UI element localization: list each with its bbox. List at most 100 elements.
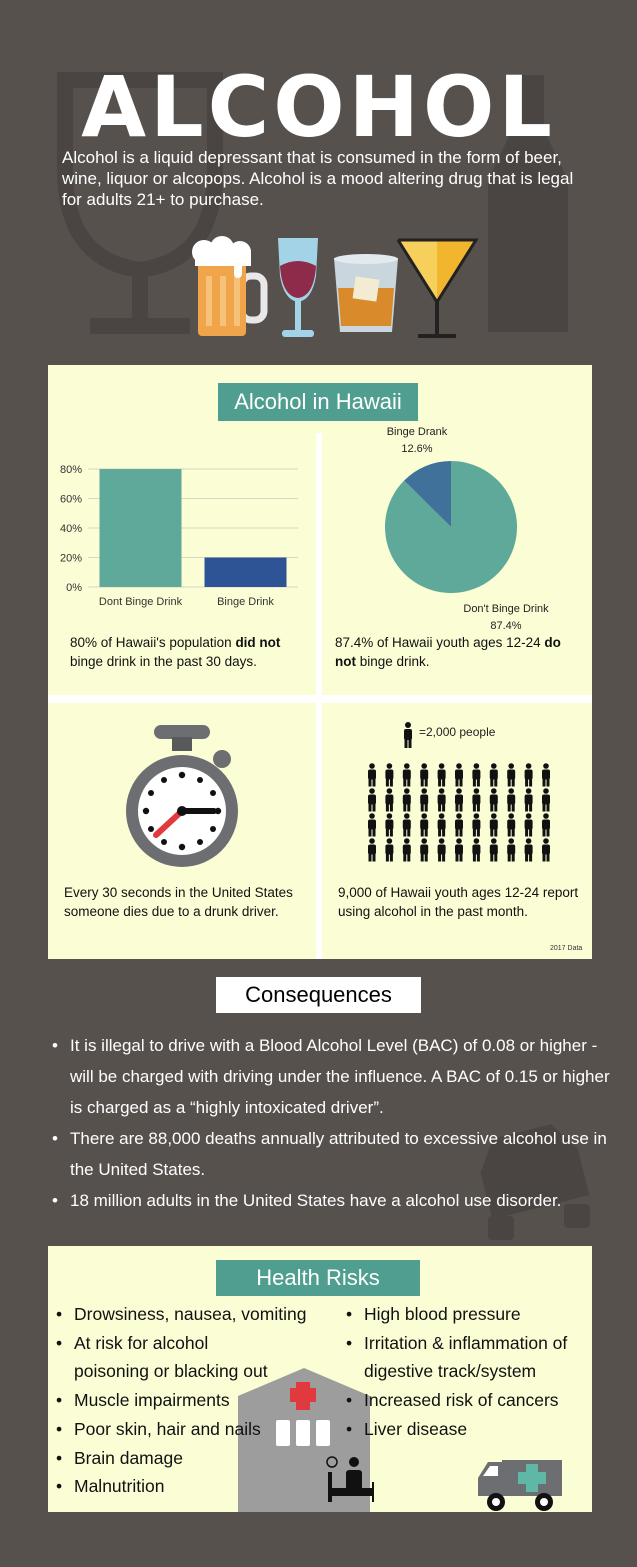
list-item: Muscle impairments: [54, 1386, 324, 1415]
person-icon: [420, 813, 429, 837]
horizontal-divider: [48, 695, 592, 703]
list-item: 18 million adults in the United States h…: [50, 1185, 610, 1216]
hawaii-heading: Alcohol in Hawaii: [218, 383, 418, 421]
person-icon: [472, 763, 481, 787]
person-icon: [420, 838, 429, 862]
person-icon: [402, 763, 411, 787]
person-icon: [489, 838, 498, 862]
health-panel: Health Risks Drowsiness, nausea, vomitin…: [48, 1246, 592, 1512]
person-icon: [542, 838, 550, 862]
person-icon: [404, 722, 412, 748]
person-icon: [489, 763, 498, 787]
ambulance-icon: [478, 1460, 562, 1511]
bar-chart: 0% 20% 40% 60% 80% Dont Binge Drink Binge Drin…: [60, 464, 298, 608]
pie-slice: [385, 461, 517, 593]
person-icon: [507, 838, 516, 862]
x-tick-label: Binge Drink: [217, 596, 274, 608]
list-item: Poor skin, hair and nails: [54, 1415, 324, 1444]
list-item: Increased risk of cancers: [344, 1386, 590, 1415]
person-icon: [402, 838, 411, 862]
person-icon: [455, 813, 463, 837]
list-item: Brain damage: [54, 1444, 324, 1473]
person-icon: [489, 788, 498, 812]
pie-label: Binge Drank: [387, 426, 448, 438]
person-icon: [385, 813, 394, 837]
whiskey-glass-icon: [334, 254, 398, 332]
beer-mug-icon: [192, 236, 268, 336]
person-icon: [437, 788, 446, 812]
people-legend: =2,000 people: [419, 725, 496, 739]
person-icon: [368, 763, 376, 787]
consequences-heading: Consequences: [216, 977, 421, 1013]
person-icon: [524, 788, 533, 812]
person-icon: [455, 763, 463, 787]
y-tick-label: 60%: [60, 494, 82, 506]
person-icon: [420, 763, 429, 787]
bar: [99, 469, 182, 587]
person-icon: [455, 838, 463, 862]
pie-value-label: 87.4%: [490, 620, 521, 632]
list-item: It is illegal to drive with a Blood Alco…: [50, 1030, 610, 1123]
y-tick-label: 80%: [60, 464, 82, 476]
person-icon: [402, 788, 411, 812]
pie-caption-bold-2: not: [335, 654, 356, 669]
person-icon: [368, 838, 376, 862]
person-icon: [472, 788, 481, 812]
martini-icon: [396, 238, 479, 338]
people-grid: [368, 763, 550, 862]
person-icon: [385, 763, 394, 787]
person-icon: [437, 763, 446, 787]
person-icon: [507, 788, 516, 812]
health-heading: Health Risks: [216, 1260, 420, 1296]
pie-label: Don't Binge Drink: [463, 603, 549, 615]
stopwatch-icon: [126, 725, 238, 867]
page-title: ALCOHOL: [81, 58, 556, 156]
person-icon: [437, 813, 446, 837]
list-item: Malnutrition: [54, 1472, 324, 1501]
person-icon: [542, 813, 550, 837]
wine-icon: [278, 238, 318, 337]
intro-text: Alcohol is a liquid depressant that is c…: [62, 148, 574, 209]
y-tick-label: 0%: [66, 582, 82, 594]
person-icon: [437, 838, 446, 862]
x-tick-label: Dont Binge Drink: [99, 596, 183, 608]
person-icon: [455, 788, 463, 812]
person-icon: [507, 813, 516, 837]
bottle-icon: [488, 75, 568, 332]
wine-glass-icon: [57, 72, 223, 334]
person-icon: [524, 838, 533, 862]
person-icon: [524, 763, 533, 787]
person-icon: [542, 763, 550, 787]
pie-caption-bold-1: do: [544, 635, 561, 650]
list-item: Liver disease: [344, 1415, 590, 1444]
consequences-list: It is illegal to drive with a Blood Alco…: [50, 1030, 610, 1216]
person-icon: [507, 763, 516, 787]
person-icon: [420, 788, 429, 812]
stopwatch-caption: Every 30 seconds in the United States so…: [64, 885, 293, 919]
person-icon: [472, 838, 481, 862]
bar-caption: 80% of Hawaii's population did not binge…: [70, 633, 310, 671]
pie-caption-text-end: binge drink.: [356, 654, 430, 669]
list-item: High blood pressure: [344, 1300, 590, 1329]
data-note: 2017 Data: [550, 945, 583, 952]
health-list-left: Drowsiness, nausea, vomiting At risk for…: [54, 1300, 324, 1501]
pie-caption: 87.4% of Hawaii youth ages 12-24 do not …: [335, 633, 585, 671]
person-icon: [542, 788, 550, 812]
person-icon: [385, 838, 394, 862]
y-tick-label: 20%: [60, 553, 82, 565]
list-item: There are 88,000 deaths annually attribu…: [50, 1123, 610, 1185]
pie-caption-text: 87.4% of Hawaii youth ages 12-24: [335, 635, 545, 650]
pie-value-label: 12.6%: [401, 443, 432, 455]
y-tick-label: 40%: [60, 523, 82, 535]
hawaii-panel: Alcohol in Hawaii 0% 20% 40% 60% 80% Dont Bin…: [48, 365, 592, 959]
bar-caption-text-end: binge drink in the past 30 days.: [70, 654, 257, 669]
list-item: Irritation & inflammation of digestive t…: [344, 1329, 590, 1386]
person-icon: [368, 788, 376, 812]
person-icon: [489, 813, 498, 837]
list-item: Drowsiness, nausea, vomiting: [54, 1300, 324, 1329]
bar-caption-text: 80% of Hawaii's population: [70, 635, 236, 650]
pie-slice: [404, 461, 451, 527]
bar: [204, 557, 287, 587]
person-icon: [402, 813, 411, 837]
person-icon: [368, 813, 376, 837]
